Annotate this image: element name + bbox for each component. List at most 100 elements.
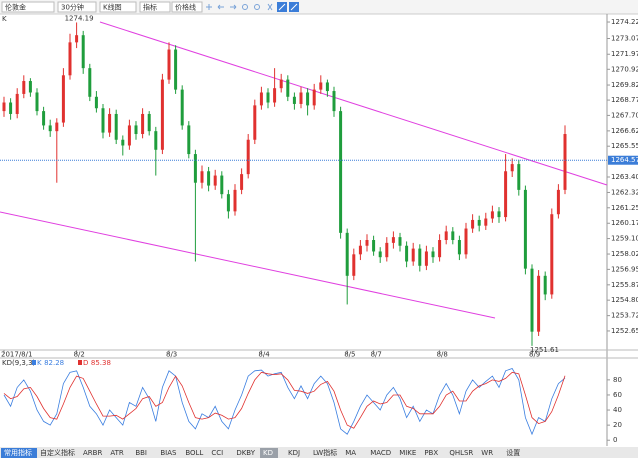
- tab[interactable]: KDJ: [285, 448, 306, 458]
- tab[interactable]: 设置: [503, 448, 526, 458]
- tab-bg: [132, 448, 152, 458]
- tab-bg: [503, 448, 526, 458]
- y-tick-label: 1259.10: [611, 235, 638, 243]
- candle-body: [273, 88, 277, 103]
- low-label: 1251.61: [530, 346, 559, 354]
- candle-body: [246, 139, 250, 175]
- legend-value: 85.38: [91, 359, 111, 367]
- candle-body: [457, 240, 461, 255]
- candle-body: [563, 134, 567, 190]
- tab-label: ATR: [110, 449, 124, 457]
- tab[interactable]: KD: [260, 448, 278, 458]
- tab-label: CCI: [211, 449, 223, 457]
- tab-bg: [107, 448, 129, 458]
- tab[interactable]: BIAS: [157, 448, 182, 458]
- y-tick-label: 1263.40: [611, 173, 638, 181]
- candle-body: [114, 113, 118, 140]
- y-tick-label: 1252.65: [611, 327, 638, 335]
- tab[interactable]: BOLL: [182, 448, 209, 458]
- candle-body: [68, 42, 72, 76]
- y-tick-label: 1266.62: [611, 127, 638, 135]
- tab[interactable]: PBX: [421, 448, 444, 458]
- tab[interactable]: QHLSR: [446, 448, 479, 458]
- candle-body: [141, 113, 145, 135]
- candle-body: [418, 248, 422, 266]
- y-tick-label: 1254.80: [611, 296, 638, 304]
- x-tick-label: 8/3: [166, 351, 177, 359]
- candle-body: [411, 248, 415, 262]
- tab-bg: [367, 448, 397, 458]
- candle-body: [94, 96, 98, 109]
- tab-label: BOLL: [185, 449, 203, 457]
- candle-body: [88, 68, 92, 97]
- price-line-select[interactable]: [171, 1, 203, 13]
- candle-body: [180, 89, 184, 126]
- candle-body: [108, 113, 112, 133]
- candle-body: [81, 35, 85, 69]
- y-tick-label: 1274.22: [611, 18, 638, 26]
- candle-body: [325, 82, 329, 92]
- tab-label: MACD: [370, 449, 391, 457]
- candle-body: [391, 237, 395, 243]
- candle-body: [55, 122, 59, 132]
- tab[interactable]: BBI: [132, 448, 152, 458]
- last-price-box: [608, 155, 638, 165]
- tab-bg: [37, 448, 80, 458]
- candle-body: [398, 237, 402, 246]
- tab-label: QHLSR: [449, 449, 473, 457]
- tab[interactable]: MACD: [367, 448, 397, 458]
- candle-body: [121, 139, 125, 146]
- tab-bg: [1, 448, 37, 458]
- chart-type-select[interactable]: [99, 1, 137, 13]
- toolbar-icons[interactable]: [206, 2, 299, 12]
- symbol-select[interactable]: [1, 1, 55, 13]
- tab-bg: [478, 448, 499, 458]
- tab-label: WR: [481, 449, 493, 457]
- y-tick-label: 60: [613, 391, 622, 399]
- y-tick-label: 1262.32: [611, 188, 638, 196]
- period-select[interactable]: [57, 1, 97, 13]
- tab[interactable]: LW指标: [310, 448, 343, 458]
- candle-body: [134, 125, 138, 135]
- candle-body: [543, 275, 547, 295]
- tab[interactable]: ATR: [107, 448, 129, 458]
- tab-bg: [446, 448, 479, 458]
- tab[interactable]: CCI: [208, 448, 229, 458]
- tab-label: KD: [263, 449, 273, 457]
- tab[interactable]: MA: [342, 448, 362, 458]
- candle-body: [61, 75, 65, 123]
- tab[interactable]: ARBR: [80, 448, 108, 458]
- candle-body: [286, 79, 290, 97]
- candle-body: [405, 245, 409, 262]
- indicator: 指标: [143, 3, 157, 12]
- tab[interactable]: DKBY: [233, 448, 261, 458]
- tab[interactable]: 常用指标: [1, 448, 37, 458]
- tab[interactable]: WR: [478, 448, 499, 458]
- last-price-label: 1264.57: [611, 156, 638, 164]
- candle-body: [187, 125, 191, 155]
- tab[interactable]: MIKE: [396, 448, 422, 458]
- candle-body: [537, 275, 541, 332]
- candle-body: [299, 92, 303, 104]
- y-tick-label: 40: [613, 406, 622, 414]
- tab-bg: [182, 448, 209, 458]
- y-tick-label: 1256.95: [611, 265, 638, 273]
- tab-label: MA: [345, 449, 356, 457]
- y-tick-label: 1265.55: [611, 142, 638, 150]
- y-tick-label: 1271.97: [611, 50, 638, 58]
- indicator-select[interactable]: [139, 1, 171, 13]
- tab-label: 常用指标: [4, 448, 32, 457]
- tab-label: DKBY: [236, 449, 255, 457]
- tab-bg: [260, 448, 278, 458]
- candle-body: [352, 254, 356, 276]
- tab-label: 自定义指标: [40, 448, 75, 457]
- candle-body: [101, 108, 105, 133]
- y-tick-label: 1255.87: [611, 281, 638, 289]
- tab[interactable]: 自定义指标: [37, 448, 80, 458]
- candle-body: [42, 111, 46, 126]
- tab-label: BIAS: [160, 449, 177, 457]
- tab-bg: [157, 448, 182, 458]
- price-line: 价格线: [175, 3, 196, 12]
